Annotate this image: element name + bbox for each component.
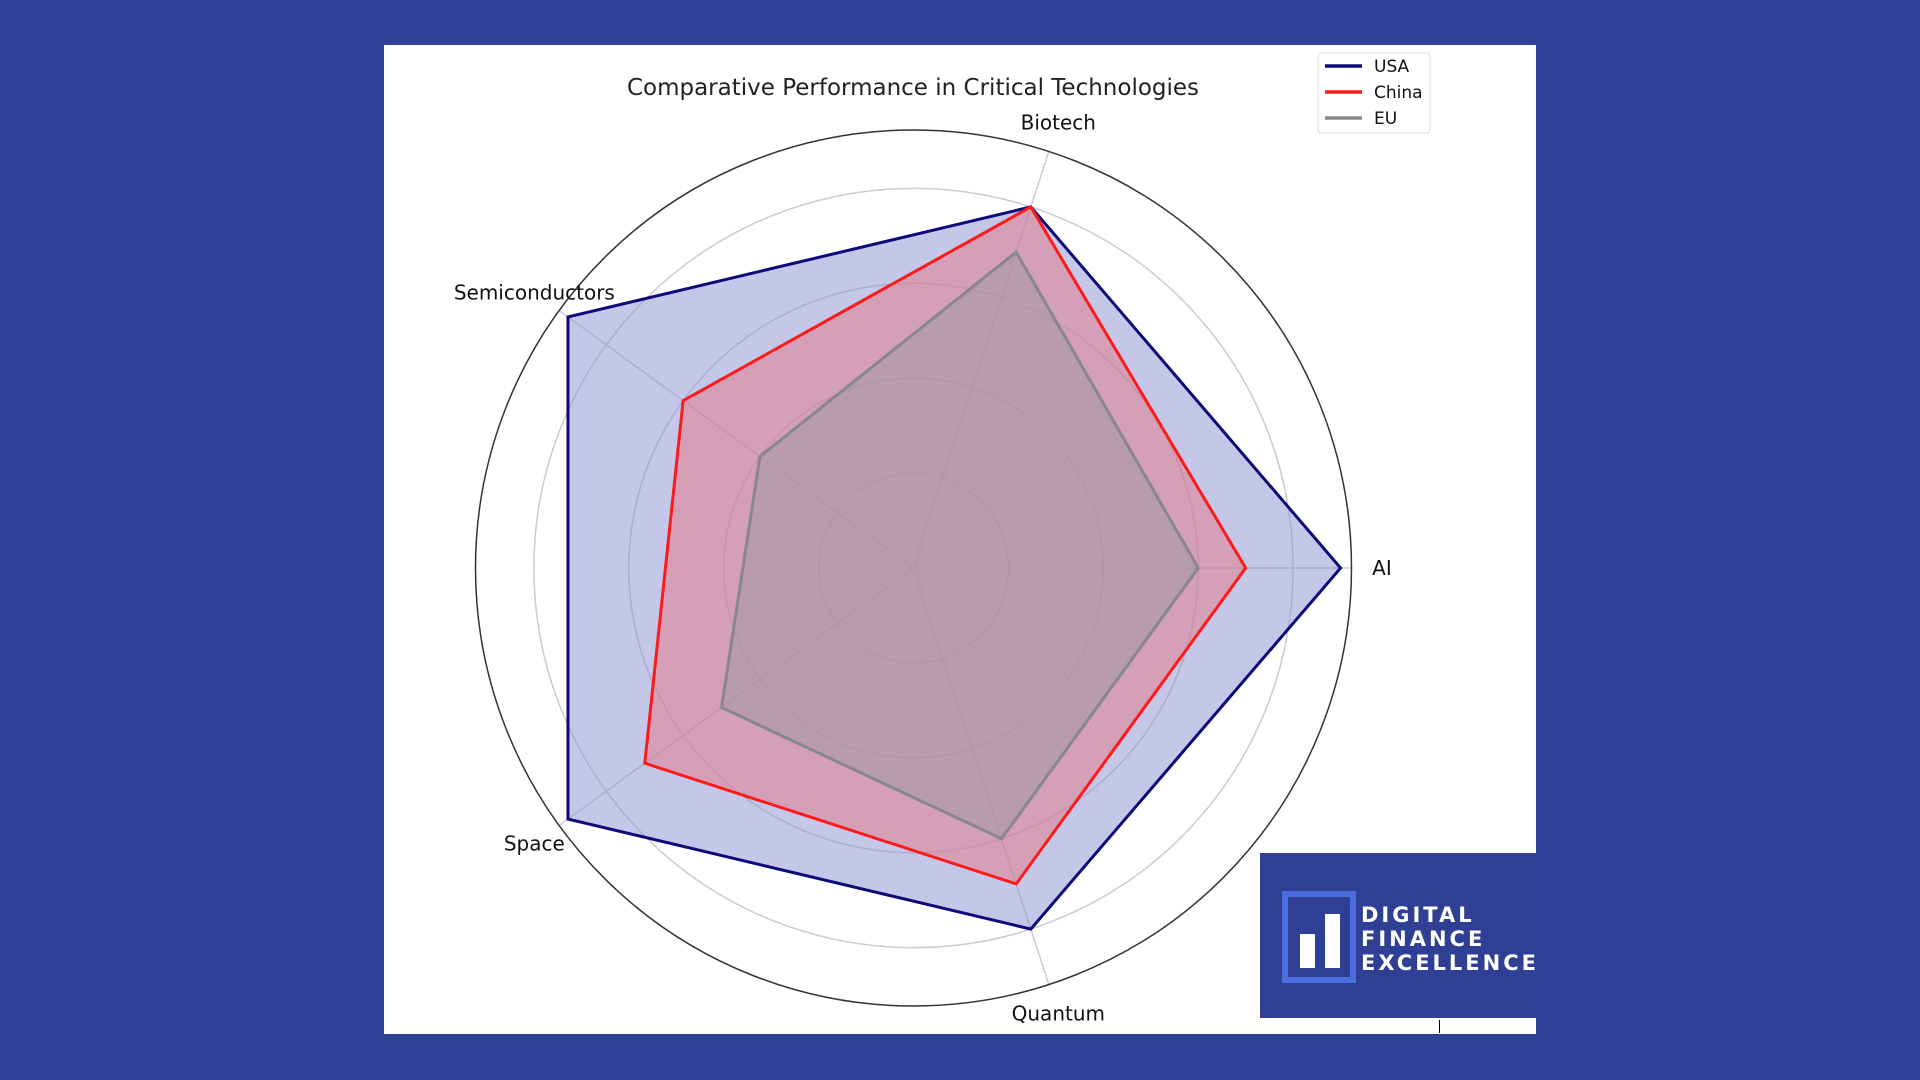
axis-label-quantum: Quantum (1012, 1002, 1105, 1026)
outer-ring (474, 129, 1353, 1007)
logo-line-1: DIGITAL (1361, 903, 1475, 927)
legend-label-usa: USA (1374, 57, 1410, 77)
axis-label-ai: AI (1372, 556, 1392, 580)
brand-logo: DIGITAL FINANCE EXCELLENCE (1260, 853, 1536, 1018)
logo-line-3: EXCELLENCE (1361, 951, 1539, 975)
series-eu (719, 249, 1201, 841)
legend: USA China EU (1317, 52, 1431, 134)
logo-text: DIGITAL FINANCE EXCELLENCE (1361, 903, 1539, 975)
legend-box (1317, 52, 1431, 134)
axis-label-biotech: Biotech (1021, 110, 1096, 134)
logo-line-2: FINANCE (1361, 927, 1486, 951)
axis-label-semiconductors: Semiconductors (454, 281, 615, 305)
axis-label-space: Space (504, 831, 565, 855)
chart-title: Comparative Performance in Critical Tech… (627, 75, 1199, 101)
legend-label-china: China (1374, 83, 1423, 103)
bar-chart-logo-icon (1282, 891, 1356, 983)
legend-label-eu: EU (1374, 109, 1397, 129)
tick-mark (1439, 1020, 1440, 1033)
